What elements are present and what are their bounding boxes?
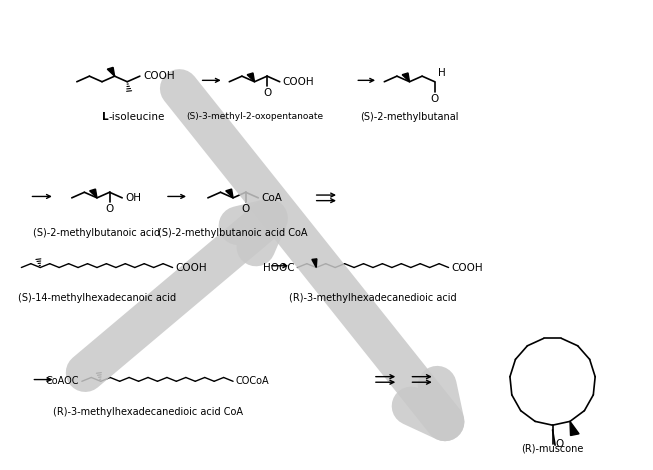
Polygon shape xyxy=(89,189,97,198)
Text: COOH: COOH xyxy=(283,77,315,87)
Text: HOOC: HOOC xyxy=(263,263,295,273)
Polygon shape xyxy=(312,259,317,267)
Text: (S)-3-methyl-2-oxopentanoate: (S)-3-methyl-2-oxopentanoate xyxy=(186,112,323,121)
Text: O: O xyxy=(430,94,439,104)
Text: COOH: COOH xyxy=(175,263,207,273)
Text: (S)-2-methylbutanal: (S)-2-methylbutanal xyxy=(360,112,459,122)
Polygon shape xyxy=(226,189,233,198)
Text: (S)-14-methylhexadecanoic acid: (S)-14-methylhexadecanoic acid xyxy=(18,293,176,303)
Text: (R)-3-methylhexadecanedioic acid CoA: (R)-3-methylhexadecanedioic acid CoA xyxy=(53,407,243,417)
Text: O: O xyxy=(242,204,250,214)
Text: -isoleucine: -isoleucine xyxy=(108,112,165,122)
Text: (S)-2-methylbutanoic acid CoA: (S)-2-methylbutanoic acid CoA xyxy=(158,228,308,238)
Text: COOH: COOH xyxy=(143,71,174,81)
Text: H: H xyxy=(438,68,445,78)
Text: COCoA: COCoA xyxy=(236,376,269,386)
Text: L: L xyxy=(102,112,108,122)
Text: OH: OH xyxy=(125,193,141,203)
Text: (S)-2-methylbutanoic acid: (S)-2-methylbutanoic acid xyxy=(33,228,161,238)
Text: CoAOC: CoAOC xyxy=(46,376,79,386)
Text: (R)-3-methylhexadecanedioic acid: (R)-3-methylhexadecanedioic acid xyxy=(289,293,457,303)
Text: (R)-muscone: (R)-muscone xyxy=(521,444,584,454)
Text: CoA: CoA xyxy=(261,193,282,203)
Text: O: O xyxy=(556,439,564,449)
Polygon shape xyxy=(402,73,409,82)
Polygon shape xyxy=(570,422,579,436)
Polygon shape xyxy=(107,67,115,76)
Polygon shape xyxy=(247,73,255,82)
Text: O: O xyxy=(263,88,271,98)
Text: COOH: COOH xyxy=(451,263,483,273)
Text: O: O xyxy=(105,204,114,214)
